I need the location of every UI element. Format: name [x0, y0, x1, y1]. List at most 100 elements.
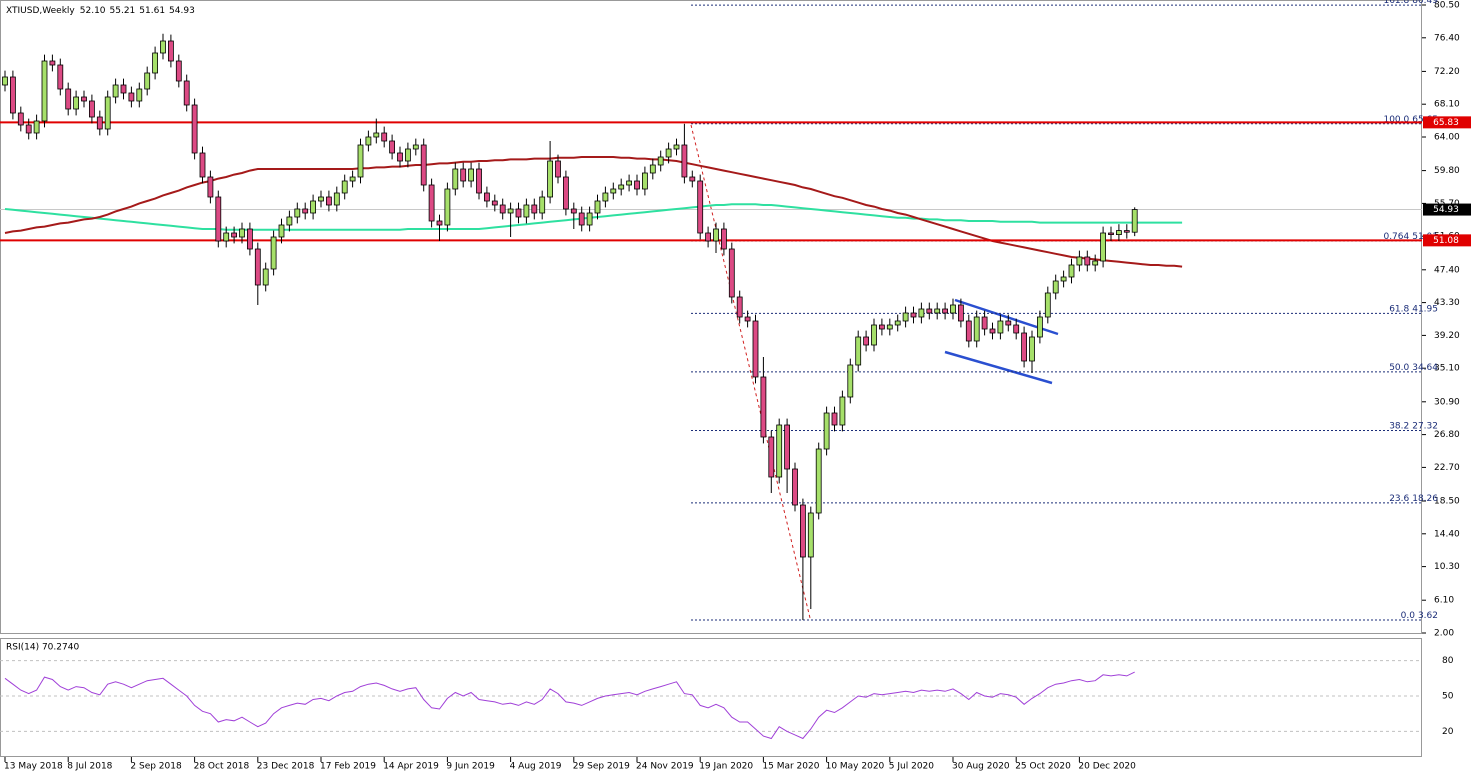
y-tick-label: 80.50 — [1434, 1, 1460, 11]
candle-body — [341, 180, 348, 194]
x-tick-label: 29 Sep 2019 — [573, 762, 630, 772]
rsi-title: RSI(14) 70.2740 — [6, 643, 79, 653]
x-tick-label: 5 Jul 2020 — [889, 762, 934, 772]
price-panel — [0, 0, 1422, 634]
x-tick-label: 24 Nov 2019 — [636, 762, 694, 772]
candle-body — [286, 216, 293, 226]
y-tick-label: 50 — [1442, 692, 1454, 702]
candle-body — [958, 304, 964, 322]
candle-body — [649, 164, 656, 174]
candle-body — [365, 136, 372, 146]
x-tick-label: 28 Oct 2018 — [194, 762, 250, 772]
candle-body — [902, 312, 909, 322]
open: 52.10 — [80, 6, 106, 16]
candle-body — [183, 80, 190, 106]
candle-body — [697, 180, 704, 234]
candle-body — [357, 144, 364, 178]
y-tick-label: 2.00 — [1434, 629, 1454, 639]
fib-baseline — [690, 124, 811, 619]
candle-body — [144, 72, 151, 90]
candle-body — [965, 320, 972, 342]
x-tick-label: 14 Apr 2019 — [383, 762, 439, 772]
candle-body — [800, 504, 806, 558]
candle-body — [507, 208, 514, 214]
candle-body — [491, 200, 498, 206]
candle-body — [231, 232, 238, 238]
candle-body — [89, 100, 95, 118]
fib-price: 34.64 — [1412, 362, 1438, 372]
candle-body — [476, 168, 482, 194]
candle-body — [721, 228, 727, 250]
candle-body — [428, 184, 435, 222]
candle-body — [1123, 230, 1130, 233]
candle-body — [81, 96, 87, 102]
x-tick-label: 17 Feb 2019 — [320, 762, 376, 772]
candle-body — [736, 296, 743, 318]
y-tick-label: 18.50 — [1434, 497, 1460, 507]
candle-body — [578, 212, 585, 226]
candle-body — [657, 156, 664, 166]
candle-body — [760, 376, 767, 438]
x-tick-label: 20 Dec 2020 — [1078, 762, 1136, 772]
y-tick-label: 39.20 — [1434, 331, 1460, 341]
candle-body — [1052, 280, 1059, 294]
level-tag — [1423, 234, 1471, 247]
candle-body — [563, 176, 569, 210]
y-tick-label: 6.10 — [1434, 596, 1454, 606]
x-tick-label: 9 Jun 2019 — [446, 762, 495, 772]
candle-body — [555, 160, 561, 178]
candle-body — [9, 76, 16, 114]
candle-body — [570, 208, 577, 214]
candle-body — [586, 212, 593, 226]
x-tick-label: 15 Mar 2020 — [762, 762, 819, 772]
close: 54.93 — [169, 6, 195, 16]
candle-body — [728, 248, 735, 298]
rsi-line — [4, 671, 1135, 740]
candle-body — [246, 228, 253, 250]
candle-body — [784, 424, 790, 470]
candle-body — [96, 116, 103, 130]
fib-label: 38.2 27.32 — [1389, 421, 1438, 431]
candle-body — [207, 176, 214, 198]
candle-body — [239, 228, 245, 238]
fib-ratio: 23.6 — [1389, 493, 1409, 503]
candle-body — [981, 316, 988, 330]
candle-body — [515, 208, 522, 218]
candle-body — [610, 188, 617, 194]
y-tick-label: 68.10 — [1434, 100, 1460, 110]
candle-body — [752, 320, 759, 378]
candle-body — [713, 228, 719, 242]
y-tick-label: 20 — [1442, 727, 1454, 737]
fib-price: 18.26 — [1412, 493, 1438, 503]
candle-body — [539, 196, 546, 214]
candle-body — [452, 168, 459, 190]
candle-body — [823, 412, 830, 450]
candle-body — [839, 396, 846, 426]
x-tick-label: 8 Jul 2018 — [67, 762, 112, 772]
candle-body — [855, 336, 862, 366]
candle-body — [531, 204, 538, 214]
candle-body — [2, 76, 8, 86]
candle-body — [404, 148, 411, 162]
candle-body — [926, 308, 933, 314]
candle-body — [499, 204, 506, 214]
candle-body — [871, 324, 877, 346]
level-tag-label: 51.08 — [1433, 236, 1459, 246]
high: 55.21 — [110, 6, 136, 16]
candle-body — [136, 88, 143, 102]
candle-body — [665, 148, 672, 158]
low: 51.61 — [139, 6, 165, 16]
candle-body — [389, 140, 396, 154]
x-tick-label: 4 Aug 2019 — [510, 762, 562, 772]
candle-body — [65, 88, 72, 110]
candle-body — [1108, 232, 1114, 236]
candle-body — [744, 316, 751, 322]
candle-body — [942, 308, 948, 314]
candle-body — [879, 324, 885, 330]
candle-body — [160, 40, 166, 54]
candle-body — [689, 176, 696, 182]
candle-body — [373, 132, 380, 138]
candle-body — [807, 512, 814, 558]
candle-body — [112, 84, 119, 98]
